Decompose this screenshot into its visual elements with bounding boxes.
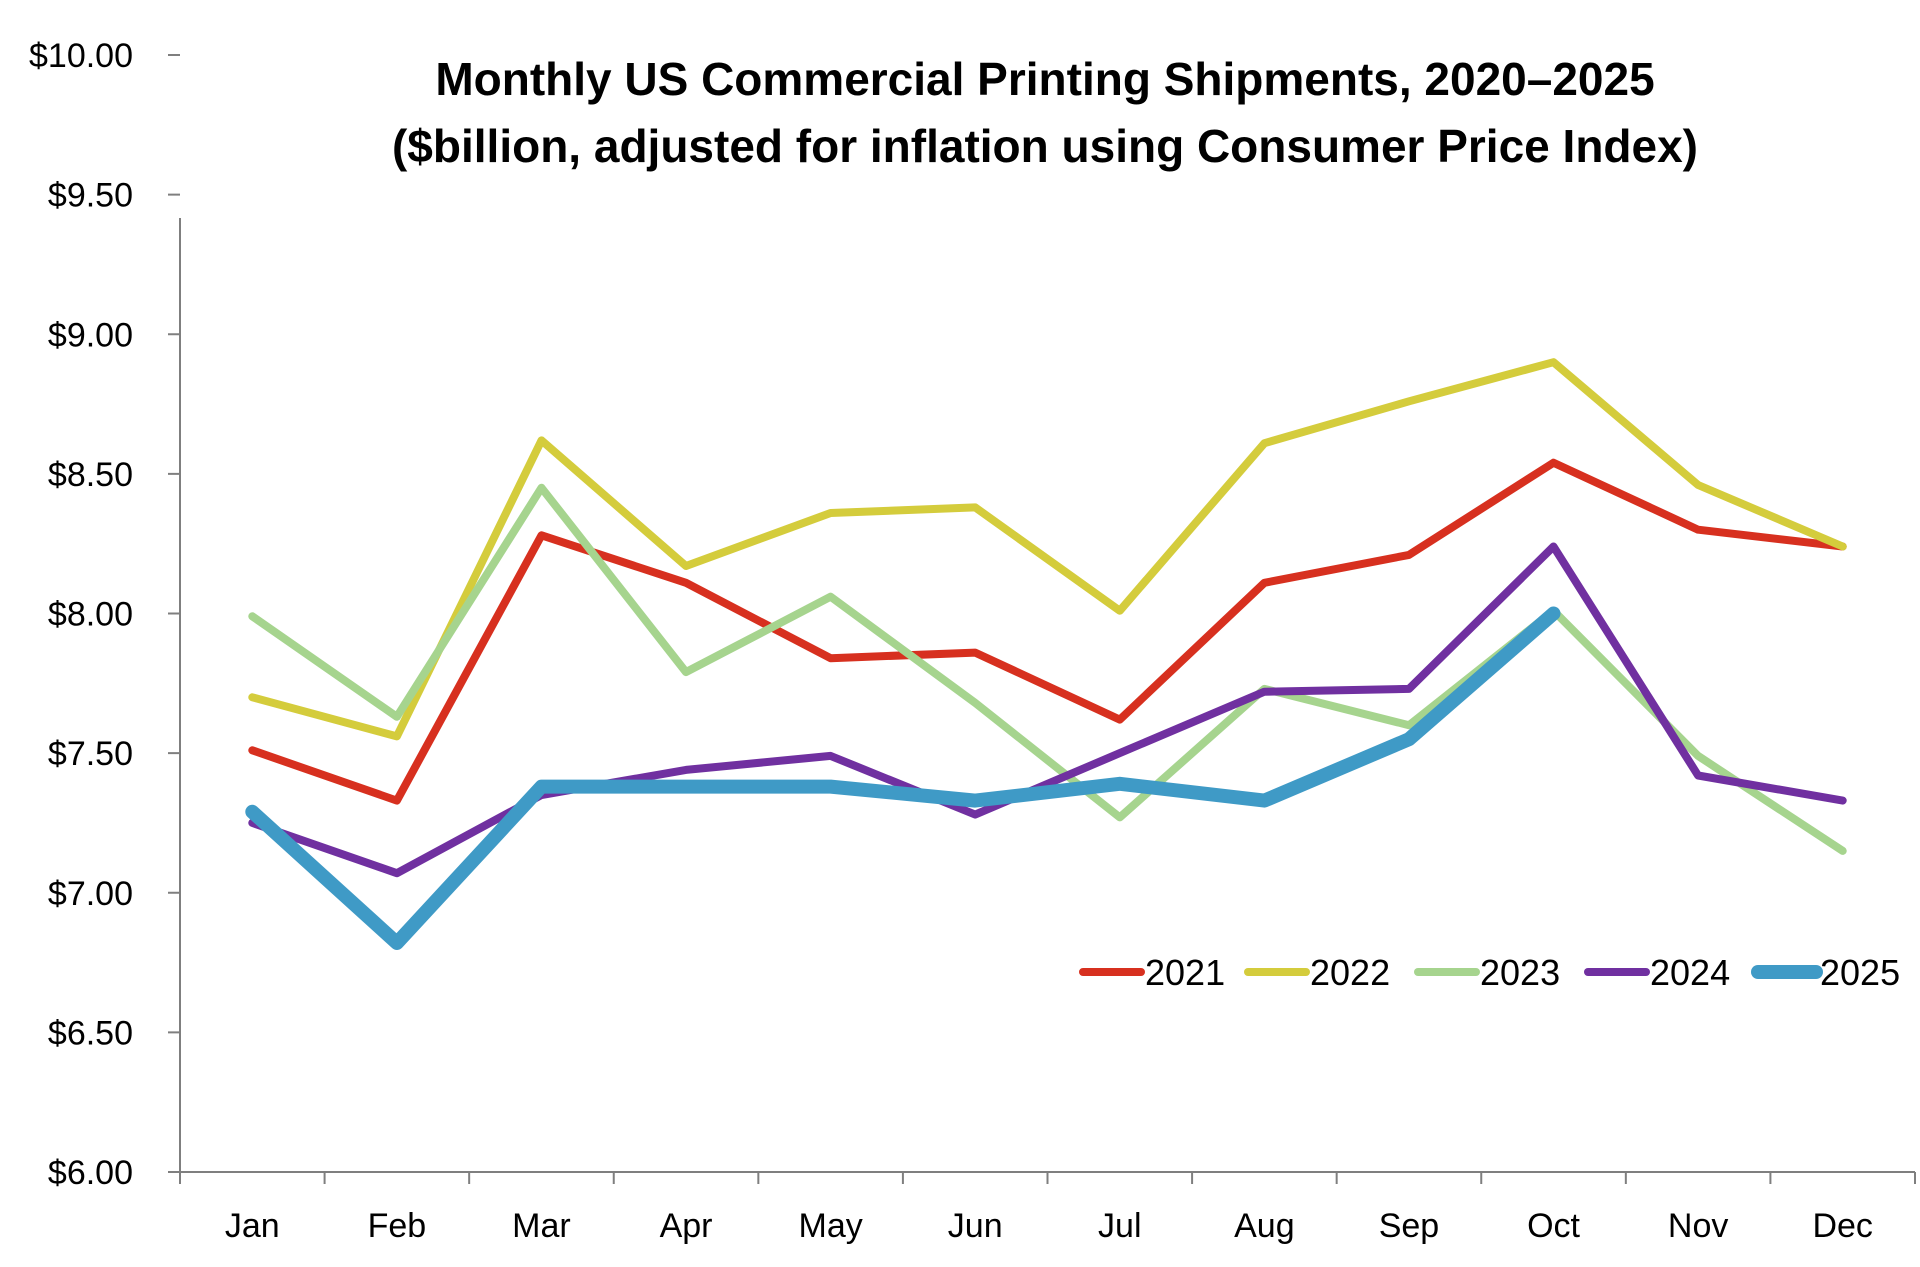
series-line-2024	[248, 542, 1847, 878]
x-tick-label: Jan	[225, 1207, 280, 1245]
chart-subtitle: ($billion, adjusted for inflation using …	[392, 120, 1698, 172]
chart-title: Monthly US Commercial Printing Shipments…	[435, 53, 1654, 105]
y-tick-label: $7.00	[48, 875, 133, 913]
x-tick-label: Oct	[1527, 1207, 1580, 1245]
series-line-2025	[245, 606, 1561, 950]
x-tick-label: Feb	[368, 1207, 427, 1245]
legend-label-2022: 2022	[1310, 952, 1390, 993]
y-tick-label: $6.00	[48, 1154, 133, 1192]
legend-label-2025: 2025	[1820, 952, 1900, 993]
x-tick-label: Sep	[1379, 1207, 1440, 1245]
y-tick-label: $8.50	[48, 456, 133, 494]
x-tick-label: Mar	[512, 1207, 571, 1245]
y-tick-label: $8.00	[48, 596, 133, 634]
legend-label-2024: 2024	[1650, 952, 1730, 993]
legend-label-2023: 2023	[1480, 952, 1560, 993]
x-tick-label: Aug	[1234, 1207, 1295, 1245]
legend: 2021 2022 2023 2024 2025	[1079, 952, 1900, 993]
axes	[179, 218, 1915, 1173]
x-tick-label: Jul	[1098, 1207, 1141, 1245]
y-tick-label: $7.50	[48, 735, 133, 773]
x-tick-label: Dec	[1812, 1207, 1872, 1245]
y-tick-label: $6.50	[48, 1014, 133, 1052]
x-tick-label: Apr	[660, 1207, 713, 1245]
series-line-2023	[248, 483, 1847, 855]
series-line-2022	[248, 358, 1847, 741]
x-axis-ticks: Jan Feb Mar Apr May Jun Jul Aug Sep Oct Nov Dec	[179, 1172, 1916, 1245]
y-axis-ticks: $6.00 $6.50 $7.00 $7.50 $8.00 $8.50 $9.00 $9.50…	[29, 37, 180, 1192]
y-tick-label: $10.00	[29, 37, 133, 75]
y-tick-label: $9.00	[48, 316, 133, 354]
x-tick-label: Jun	[948, 1207, 1003, 1245]
legend-label-2021: 2021	[1145, 952, 1225, 993]
x-tick-label: Nov	[1668, 1207, 1728, 1245]
series-lines	[245, 358, 1847, 950]
y-tick-label: $9.50	[48, 177, 133, 215]
series-line-2021	[248, 458, 1847, 805]
x-tick-label: May	[799, 1207, 863, 1245]
